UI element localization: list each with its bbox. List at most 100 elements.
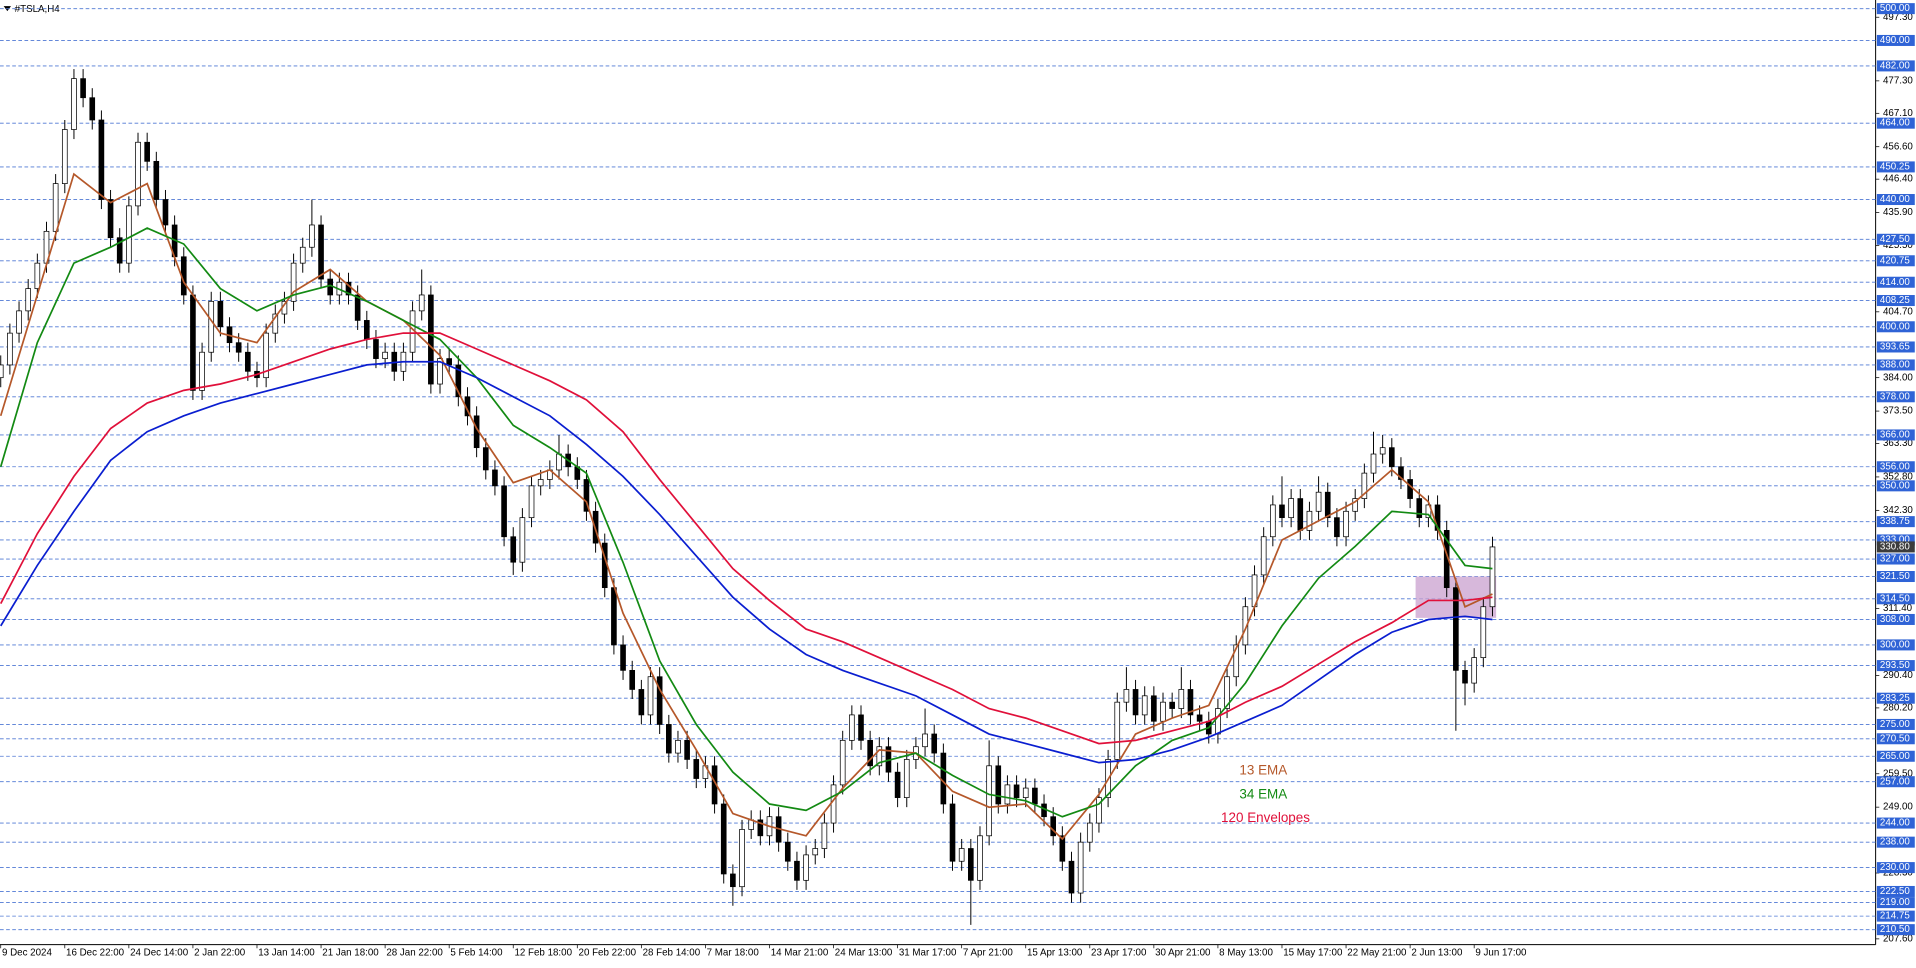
x-tick-label: 15 May 17:00	[1283, 948, 1343, 959]
candle-body	[958, 848, 965, 862]
candle-body	[1151, 695, 1157, 722]
y-tick-label: 311.40	[1883, 603, 1913, 614]
candle-body	[7, 332, 13, 366]
y-tick-label: 435.90	[1883, 207, 1913, 218]
y-tick-label: 342.30	[1883, 505, 1913, 516]
legend-label: 120 Envelopes	[1221, 810, 1310, 825]
level-label: 270.50	[1880, 733, 1910, 744]
candle-body	[794, 860, 800, 881]
candle-body	[611, 587, 617, 646]
candle-body	[1196, 714, 1203, 722]
candle-body	[199, 351, 205, 391]
candle-body	[1233, 644, 1240, 678]
candle-body	[647, 676, 654, 716]
candle-body	[940, 752, 947, 805]
candle-body	[89, 97, 96, 121]
candle-body	[1334, 517, 1340, 538]
candle-body	[986, 765, 992, 837]
candle-body	[867, 739, 873, 767]
candle-body	[34, 262, 41, 289]
x-tick-label: 31 Mar 17:00	[899, 948, 957, 959]
y-tick-label: 352.80	[1883, 472, 1913, 483]
candle-body	[894, 771, 901, 798]
x-tick-label: 7 Apr 21:00	[963, 948, 1014, 959]
candle-body	[1453, 587, 1459, 671]
legend-label: 13 EMA	[1239, 762, 1287, 777]
level-label-box	[1876, 897, 1915, 909]
x-tick-label: 9 Jun 17:00	[1475, 948, 1527, 959]
level-label: 210.50	[1880, 924, 1910, 935]
ma-line	[0, 172, 1493, 841]
candle-body	[0, 364, 4, 379]
candle-body	[1379, 447, 1386, 455]
x-tick-label: 2 Jan 22:00	[194, 948, 246, 959]
candle-body	[638, 689, 645, 716]
candle-body	[318, 224, 324, 280]
last-price-box	[1876, 541, 1915, 553]
candle-body	[217, 300, 224, 328]
level-label-box	[1876, 359, 1915, 371]
x-tick-label: 5 Feb 14:00	[450, 948, 503, 959]
candle-body	[1068, 860, 1075, 894]
ma-line	[0, 332, 1493, 745]
legend-label: 34 EMA	[1239, 786, 1287, 801]
level-label-box	[1876, 817, 1915, 829]
candle-body	[1059, 835, 1066, 862]
candle-body	[437, 358, 443, 385]
level-label: 275.00	[1880, 719, 1910, 730]
x-tick-label: 15 Apr 13:00	[1027, 948, 1083, 959]
candle-body	[1086, 822, 1093, 843]
level-label: 293.50	[1880, 660, 1910, 671]
x-tick-label: 13 Jan 14:00	[258, 948, 315, 959]
y-tick-label: 425.50	[1883, 240, 1913, 251]
level-label: 230.00	[1880, 862, 1910, 873]
candle-body	[455, 364, 462, 398]
candle-body	[52, 183, 59, 232]
candle-body	[1279, 504, 1285, 519]
candle-body	[1361, 472, 1368, 499]
level-label-box	[1876, 194, 1915, 206]
candle-body	[1388, 447, 1395, 468]
y-tick-label: 477.30	[1883, 75, 1913, 86]
candle-body	[1032, 787, 1038, 805]
candle-body	[1132, 689, 1139, 716]
level-label: 338.75	[1880, 516, 1910, 527]
candle-body	[363, 320, 370, 340]
level-label-box	[1876, 553, 1915, 565]
y-tick-label: 384.00	[1883, 372, 1913, 383]
candle-body	[1297, 498, 1304, 531]
candle-body	[1352, 498, 1359, 512]
level-label-box	[1876, 255, 1915, 267]
level-label-box	[1876, 34, 1915, 46]
candle-body	[71, 78, 77, 130]
level-label: 265.00	[1880, 751, 1910, 762]
candle-body	[583, 479, 590, 512]
candle-body	[537, 479, 544, 487]
candle-body	[922, 733, 928, 748]
level-label: 300.00	[1880, 639, 1910, 650]
y-tick-label: 259.50	[1883, 768, 1913, 779]
candle-body	[949, 803, 956, 862]
candle-body	[428, 294, 434, 385]
level-label-box	[1876, 571, 1915, 583]
candle-body	[876, 746, 883, 767]
y-tick-label: 446.40	[1883, 174, 1913, 185]
candle-body	[107, 199, 114, 239]
x-tick-label: 9 Dec 2024	[2, 948, 53, 959]
candle-body	[1260, 536, 1267, 576]
candle-body	[1315, 491, 1322, 512]
candle-body	[382, 351, 388, 359]
level-label-box	[1876, 910, 1915, 922]
candle-body	[235, 342, 242, 353]
x-tick-label: 2 Jun 13:00	[1411, 948, 1463, 959]
candle-body	[1462, 669, 1468, 684]
level-label: 222.50	[1880, 886, 1910, 897]
level-label-box	[1876, 60, 1915, 72]
level-label-box	[1876, 593, 1915, 605]
level-label: 400.00	[1880, 321, 1910, 332]
level-label: 244.00	[1880, 818, 1910, 829]
level-label: 308.00	[1880, 614, 1910, 625]
x-tick-label: 28 Jan 22:00	[386, 948, 443, 959]
x-tick-label: 22 May 21:00	[1347, 948, 1407, 959]
candle-body	[1004, 784, 1011, 805]
